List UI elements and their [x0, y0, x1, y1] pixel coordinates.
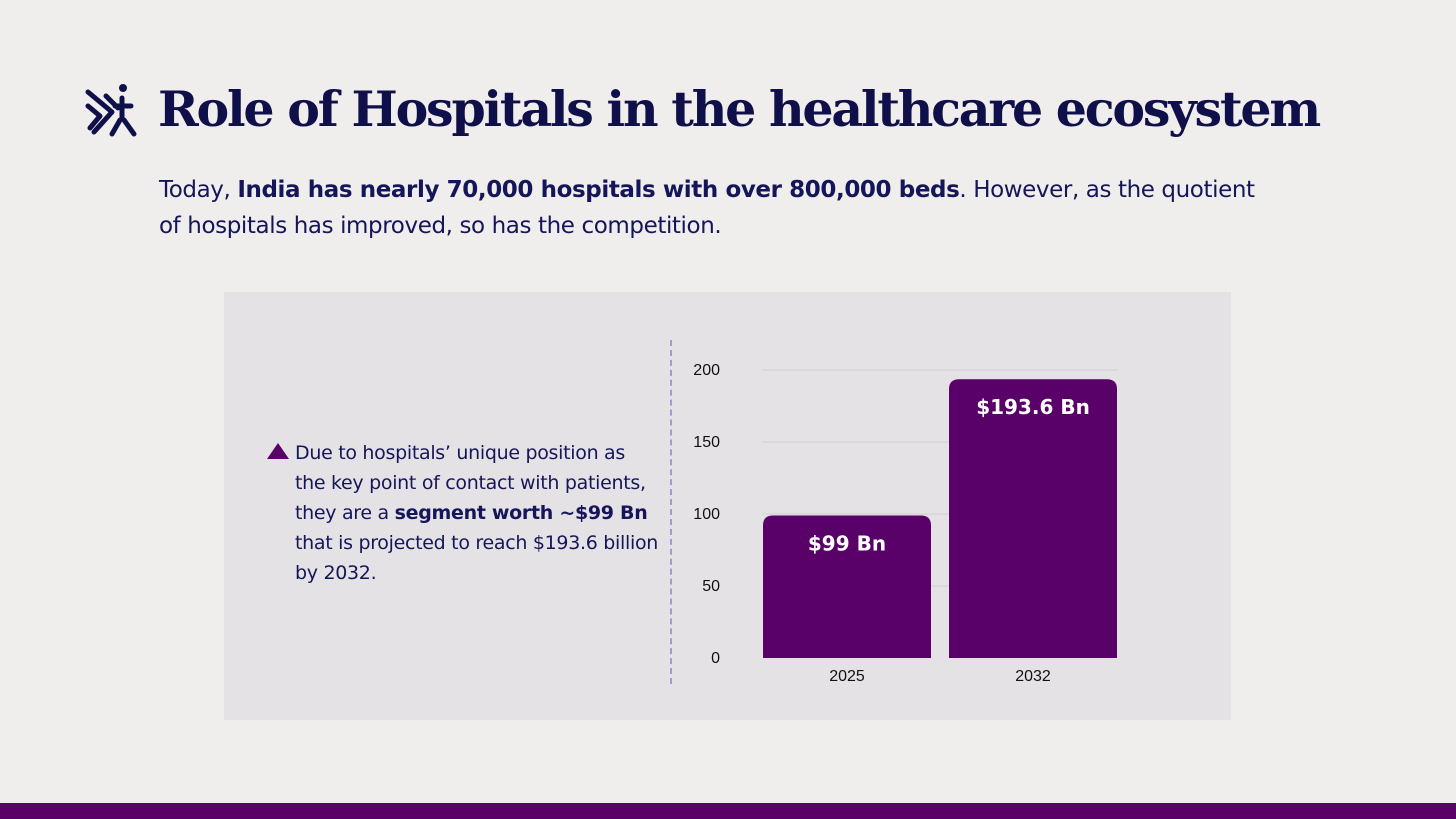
y-tick-label: 150: [694, 434, 720, 451]
intro-highlight: India has nearly 70,000 hospitals with o…: [237, 177, 960, 203]
footer-bar: [0, 803, 1456, 819]
bullet-text: Due to hospitals’ unique position as the…: [295, 442, 659, 584]
bar-2032: [949, 379, 1117, 658]
intro-text: Today, India has nearly 70,000 hospitals…: [159, 177, 1255, 239]
bullet-highlight: segment worth ~$99 Bn: [394, 502, 648, 524]
data-label-2032: $193.6 Bn: [976, 395, 1090, 419]
y-tick-label: 100: [694, 506, 720, 523]
y-tick-label: 200: [694, 362, 720, 379]
market-size-bar-chart: 0 50 100 150 200 $99 Bn 2025 $193.6 Bn 2032: [694, 362, 1118, 685]
data-label-2025: $99 Bn: [808, 531, 886, 555]
bar-2025: [763, 515, 931, 658]
y-tick-label: 50: [702, 578, 720, 595]
triangle-bullet-icon: [267, 443, 289, 459]
page-title: Role of Hospitals in the healthcare ecos…: [158, 80, 1321, 138]
x-tick-label: 2032: [1015, 668, 1051, 685]
x-tick-label: 2025: [829, 668, 865, 685]
hospital-logo-icon: [85, 84, 137, 137]
bullet-point: Due to hospitals’ unique position as the…: [266, 438, 658, 588]
content-panel: Due to hospitals’ unique position as the…: [224, 292, 1231, 720]
y-tick-label: 0: [711, 650, 720, 667]
panel-divider: [670, 340, 672, 684]
